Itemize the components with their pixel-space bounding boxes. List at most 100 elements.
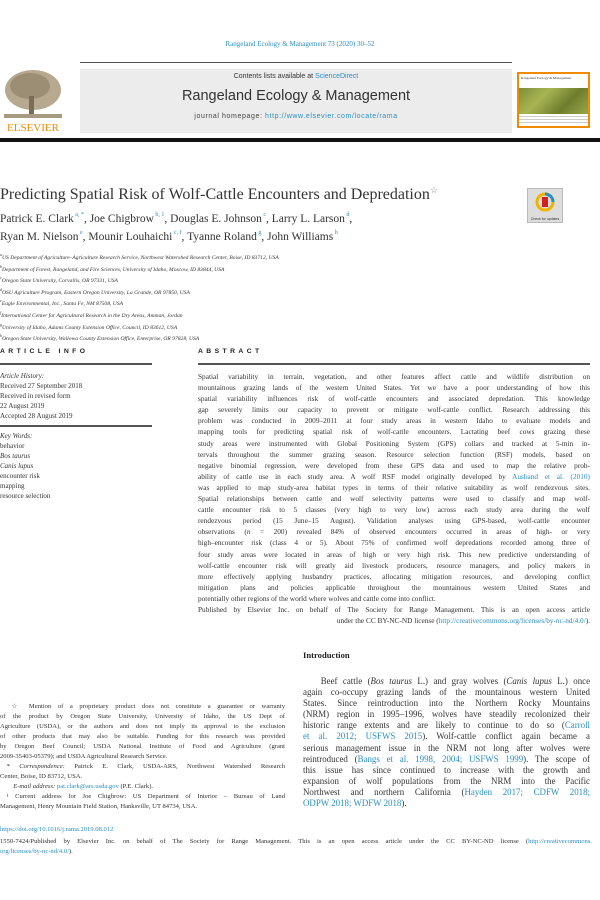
author-affiliation-marker[interactable]: b, 1 bbox=[153, 212, 165, 218]
history-revised: Received in revised form bbox=[0, 392, 71, 400]
history-revised-date: 22 August 2019 bbox=[0, 402, 45, 410]
affiliation-text: Department of Forest, Rangeland, and Fir… bbox=[2, 266, 225, 273]
text-segment: wolf-cattle encounter risk will greatly … bbox=[198, 560, 590, 570]
author-affiliation-marker[interactable]: c, f bbox=[172, 230, 182, 236]
text-segment: ☆ Mention of a proprietary product does … bbox=[0, 703, 285, 710]
doi-link[interactable]: https://doi.org/10.1016/j.rama.2019.08.0… bbox=[0, 826, 114, 833]
citation-link[interactable]: pat.clark@ars.usda.gov bbox=[56, 783, 119, 790]
text-segment: under the CC BY-NC-ND license ( bbox=[336, 616, 439, 626]
text-segment: gap severely limits our capacity to prev… bbox=[198, 405, 590, 415]
citation-link[interactable]: http://creativecommons.org/licenses/by-n… bbox=[438, 616, 586, 626]
author-affiliation-marker[interactable]: g bbox=[256, 230, 262, 236]
introduction-line: this issue has since continued to increa… bbox=[303, 765, 590, 776]
journal-cover-thumbnail[interactable]: Rangeland Ecology & Management bbox=[517, 72, 590, 128]
citation-link[interactable]: Hayden 2017; CDFW 2018; bbox=[464, 786, 590, 797]
history-label: Article History: bbox=[0, 372, 45, 380]
affiliation: fInternational Center for Agricultural R… bbox=[0, 310, 183, 319]
citation-link[interactable]: Carroll bbox=[564, 720, 590, 731]
citation-link[interactable]: et al. 2012; USFWS 2015 bbox=[303, 731, 423, 742]
text-segment: Published by Elsevier Inc. on behalf of … bbox=[198, 604, 590, 614]
abstract-line: was applied to map study-area habitat ty… bbox=[198, 482, 590, 493]
footnote-line: by Oregon Beef Council; USDA National In… bbox=[0, 742, 285, 752]
author-name: Patrick E. Clark bbox=[0, 213, 74, 225]
title-footnote-mark[interactable]: ☆ bbox=[429, 185, 438, 195]
italic-text: Correspondence: bbox=[19, 763, 65, 770]
affiliation-marker: g bbox=[0, 321, 2, 327]
abstract-line: Published by Elsevier Inc. on behalf of … bbox=[198, 604, 590, 615]
author-affiliation-marker[interactable]: h bbox=[333, 230, 338, 236]
footnote-line: 2009-35403-05379); and USDA Agricultural… bbox=[0, 752, 285, 762]
introduction-text: Beef cattle (Bos taurus L.) and gray wol… bbox=[303, 676, 590, 809]
introduction-line: States. Since reintroduction into the No… bbox=[303, 698, 590, 709]
footnote-line: ☆ Mention of a proprietary product does … bbox=[0, 702, 285, 712]
abstract-line: potentially other regions of the world w… bbox=[198, 593, 590, 604]
author-affiliation-marker[interactable]: a, * bbox=[73, 212, 84, 218]
affiliation: eEagle Environmental, Inc., Santa Fe, NM… bbox=[0, 298, 123, 307]
author-affiliation-marker[interactable]: d bbox=[344, 212, 350, 218]
text-segment: L.) once bbox=[551, 676, 591, 686]
footnote-line: Center, Boise, ID 83712, USA. bbox=[0, 772, 285, 782]
footnote-line: Agriculture (USDA), or the authors and d… bbox=[0, 722, 285, 732]
text-segment: ability of cattle use in each study area… bbox=[198, 471, 513, 481]
text-segment: * bbox=[0, 763, 20, 770]
affiliation-marker: h bbox=[0, 333, 2, 339]
text-segment: Northwest and northern California ( bbox=[303, 786, 465, 797]
text-segment: Spatial relationships between cattle and… bbox=[198, 494, 590, 504]
header-rule bbox=[80, 62, 512, 63]
abstract-line: mitigation plans and policies applicable… bbox=[198, 582, 590, 593]
text-segment: Patrick E. Clark, USDA-ARS, Northwest Wa… bbox=[64, 763, 285, 770]
journal-homepage: journal homepage: http://www.elsevier.co… bbox=[80, 113, 512, 120]
title-text: Predicting Spatial Risk of Wolf-Cattle E… bbox=[0, 186, 430, 203]
keyword: Bos taurus bbox=[0, 452, 31, 460]
masthead-divider bbox=[0, 138, 600, 142]
italic-text: Bos taurus bbox=[370, 676, 412, 686]
introduction-line: Beef cattle (Bos taurus L.) and gray wol… bbox=[303, 676, 590, 687]
introduction-line: (NRM) region in 1995–1996, wolves have s… bbox=[303, 709, 590, 720]
text-segment: Agriculture (USDA), or the authors and d… bbox=[0, 723, 285, 730]
text-segment: historic range extents and are likely to… bbox=[303, 720, 565, 731]
citation-link[interactable]: Ausband et al. (2010) bbox=[512, 471, 590, 481]
footnote-line: of the product by Oregon State Universit… bbox=[0, 712, 285, 722]
affiliation: dOSU Agriculture Program, Eastern Oregon… bbox=[0, 287, 190, 296]
cover-image bbox=[519, 88, 588, 114]
license-link[interactable]: http://creativecommons. bbox=[528, 838, 592, 845]
affiliation-marker: a bbox=[0, 252, 2, 257]
license-link-cont[interactable]: org/licenses/by-nc-nd/4.0/ bbox=[0, 848, 69, 855]
homepage-label: journal homepage: bbox=[194, 113, 266, 120]
text-segment: of other products that may also be suita… bbox=[0, 733, 285, 740]
abstract-line: Spatial variability in terrain, vegetati… bbox=[198, 371, 590, 382]
check-for-updates-label: Check for updates bbox=[530, 217, 560, 221]
journal-citation[interactable]: Rangeland Ecology & Management 73 (2020)… bbox=[225, 40, 375, 48]
text-segment: negative binomial regression, were devel… bbox=[198, 460, 590, 470]
introduction-line: et al. 2012; USFWS 2015). Wolf-cattle co… bbox=[303, 731, 590, 742]
affiliation: hOregon State University, Wallowa County… bbox=[0, 333, 199, 342]
abstract-rule bbox=[198, 363, 590, 365]
citation-link[interactable]: Bangs et al. 1998, 2004; USFWS 1999 bbox=[357, 753, 524, 764]
license-text: 1550-7424/Published by Elsevier Inc. on … bbox=[0, 838, 529, 845]
text-segment: four study areas were located in areas o… bbox=[198, 549, 590, 559]
text-segment: ¹ Current address for Joe Chigbrow: US D… bbox=[0, 793, 285, 800]
check-for-updates-button[interactable]: Check for updates bbox=[527, 188, 563, 223]
text-segment: mitigation plans and policies applicable… bbox=[198, 582, 590, 592]
journal-title: Rangeland Ecology & Management bbox=[181, 88, 411, 104]
contents-availability: Contents lists available at ScienceDirec… bbox=[80, 73, 512, 80]
abstract-line: observations (n = 200) revealed 84% of o… bbox=[198, 526, 590, 537]
article-history: Article History: Received 27 September 2… bbox=[0, 371, 82, 421]
abstract-line: Spatial relationships between cattle and… bbox=[198, 493, 590, 504]
text-segment: mapping tools for predicting spatial ris… bbox=[198, 427, 590, 437]
author-name: , Joe Chigbrow bbox=[83, 213, 154, 225]
keyword: resource selection bbox=[0, 492, 51, 500]
text-segment: more effectively applying husbandry prac… bbox=[198, 571, 590, 581]
homepage-link[interactable]: http://www.elsevier.com/locate/rama bbox=[265, 113, 398, 120]
journal-masthead: Contents lists available at ScienceDirec… bbox=[80, 69, 512, 133]
sciencedirect-link[interactable]: ScienceDirect bbox=[315, 73, 359, 80]
citation-link[interactable]: ODPW 2018; WDFW 2018 bbox=[303, 798, 402, 809]
abstract-heading: ABSTRACT bbox=[198, 348, 263, 355]
cover-text bbox=[519, 114, 588, 124]
affiliation-text: US Department of Agriculture–Agriculture… bbox=[2, 255, 279, 261]
author-affiliation-marker[interactable]: c bbox=[261, 212, 267, 218]
affiliation-text: Oregon State University, Wallowa County … bbox=[2, 336, 200, 343]
text-segment: States. Since reintroduction into the No… bbox=[303, 698, 590, 709]
author-affiliation-marker[interactable]: e bbox=[78, 230, 83, 236]
introduction-heading: Introduction bbox=[303, 650, 350, 660]
